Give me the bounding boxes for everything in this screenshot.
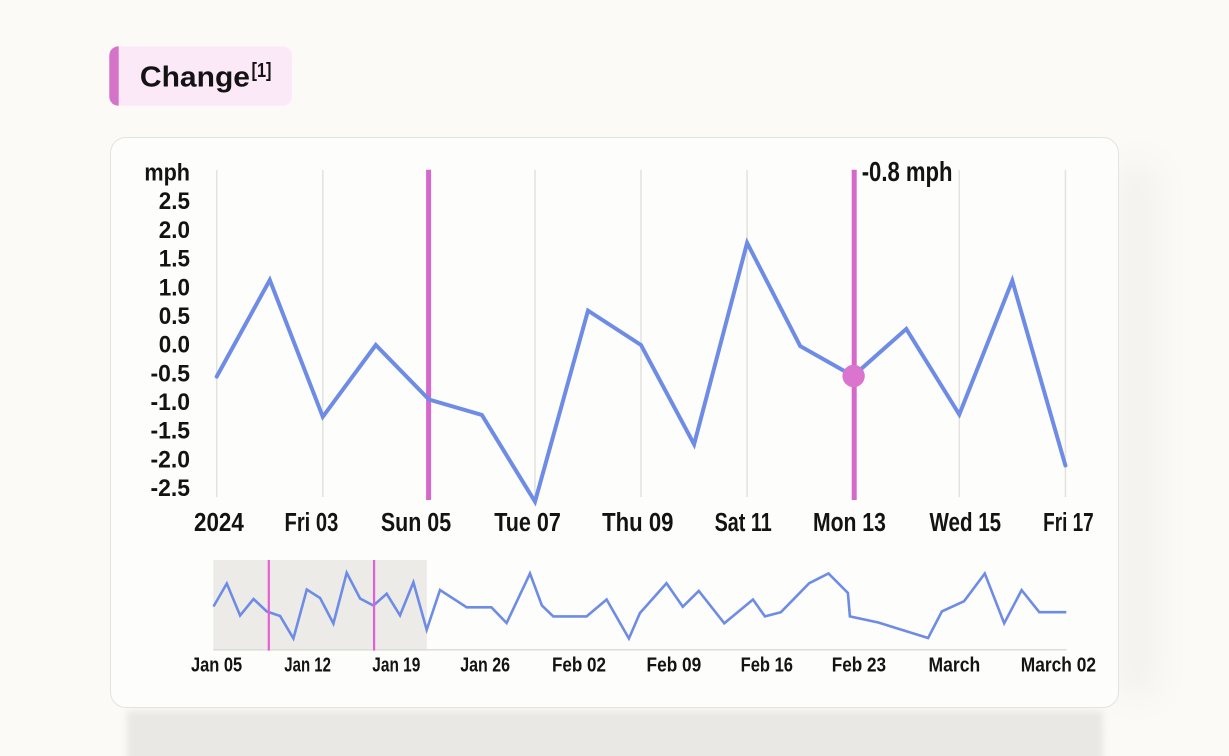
svg-text:Tue 07: Tue 07 bbox=[494, 509, 561, 537]
svg-text:Feb 23: Feb 23 bbox=[832, 653, 886, 676]
svg-text:Fri 03: Fri 03 bbox=[285, 509, 339, 537]
svg-text:Jan 26: Jan 26 bbox=[460, 653, 510, 676]
svg-text:-0.5: -0.5 bbox=[151, 360, 191, 387]
svg-text:-1.5: -1.5 bbox=[151, 418, 191, 445]
svg-text:-2.5: -2.5 bbox=[151, 475, 191, 502]
svg-text:1.5: 1.5 bbox=[159, 246, 190, 273]
svg-text:2.5: 2.5 bbox=[159, 188, 190, 215]
svg-text:March 02: March 02 bbox=[1021, 653, 1096, 676]
svg-text:Wed 15: Wed 15 bbox=[930, 509, 1002, 537]
svg-text:Mon 13: Mon 13 bbox=[813, 509, 886, 537]
svg-text:0.0: 0.0 bbox=[159, 332, 190, 359]
svg-text:Jan 12: Jan 12 bbox=[284, 653, 331, 676]
svg-text:2.0: 2.0 bbox=[159, 217, 190, 244]
svg-text:mph: mph bbox=[144, 160, 190, 187]
svg-text:Sat 11: Sat 11 bbox=[715, 509, 772, 537]
svg-text:Sun 05: Sun 05 bbox=[381, 509, 451, 537]
svg-text:Jan 19: Jan 19 bbox=[372, 653, 420, 676]
svg-text:Feb 02: Feb 02 bbox=[552, 653, 606, 676]
svg-text:2024: 2024 bbox=[194, 509, 245, 537]
svg-text:-2.0: -2.0 bbox=[151, 446, 191, 473]
svg-text:Feb 16: Feb 16 bbox=[741, 653, 793, 676]
svg-text:-1.0: -1.0 bbox=[151, 389, 191, 416]
svg-text:Feb 09: Feb 09 bbox=[647, 653, 702, 676]
svg-text:1.0: 1.0 bbox=[159, 274, 190, 301]
svg-text:March: March bbox=[929, 653, 981, 676]
svg-text:-0.8 mph: -0.8 mph bbox=[862, 156, 953, 187]
svg-text:Change: Change bbox=[140, 62, 250, 94]
svg-text:Fri 17: Fri 17 bbox=[1043, 509, 1094, 537]
svg-text:Jan 05: Jan 05 bbox=[191, 653, 242, 676]
svg-text:[1]: [1] bbox=[252, 60, 272, 82]
svg-text:Thu 09: Thu 09 bbox=[602, 509, 673, 537]
svg-text:0.5: 0.5 bbox=[159, 303, 190, 330]
